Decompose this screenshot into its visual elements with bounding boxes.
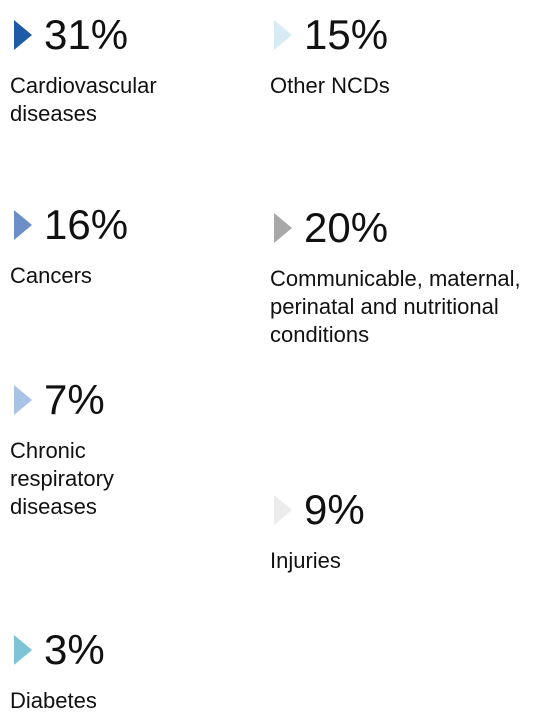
legend-item: 20% Communicable, maternal, perinatal and… bbox=[270, 203, 538, 349]
arrow-marker bbox=[14, 385, 32, 415]
item-head: 16% bbox=[10, 200, 240, 250]
item-head: 3% bbox=[10, 625, 210, 675]
percentage: 3% bbox=[44, 626, 105, 673]
legend-item: 7% Chronic respiratory diseases bbox=[10, 375, 210, 521]
item-label: Other NCDs bbox=[270, 73, 390, 98]
legend-item: 15% Other NCDs bbox=[270, 10, 530, 100]
arrow bbox=[274, 20, 292, 50]
item-head: 9% bbox=[270, 485, 530, 535]
arrow bbox=[274, 495, 292, 525]
arrow-marker bbox=[14, 20, 32, 50]
item-label: Chronic respiratory diseases bbox=[10, 438, 114, 519]
arrow-marker bbox=[274, 20, 292, 50]
item-head: 31% bbox=[10, 10, 240, 60]
arrow-marker bbox=[14, 210, 32, 240]
percentage: 20% bbox=[304, 204, 389, 251]
item-label: Injuries bbox=[270, 548, 341, 573]
percentage: 9% bbox=[304, 486, 365, 533]
percentage: 15% bbox=[304, 11, 389, 58]
item-label: Communicable, maternal, perinatal and nu… bbox=[270, 266, 521, 347]
arrow bbox=[14, 385, 32, 415]
legend-item: 31% Cardiovascular diseases bbox=[10, 10, 240, 128]
percentage: 31% bbox=[44, 11, 129, 58]
legend-item: 16% Cancers bbox=[10, 200, 240, 290]
arrow-marker bbox=[274, 495, 292, 525]
legend-item: 9% Injuries bbox=[270, 485, 530, 575]
item-head: 7% bbox=[10, 375, 210, 425]
arrow bbox=[14, 210, 32, 240]
item-label: Cardiovascular diseases bbox=[10, 73, 157, 126]
item-label: Diabetes bbox=[10, 688, 97, 713]
legend-item: 3% Diabetes bbox=[10, 625, 210, 715]
percentage: 7% bbox=[44, 376, 105, 423]
item-head: 15% bbox=[270, 10, 530, 60]
item-label: Cancers bbox=[10, 263, 92, 288]
arrow bbox=[14, 20, 32, 50]
arrow bbox=[14, 635, 32, 665]
item-head: 20% bbox=[270, 203, 538, 253]
percentage: 16% bbox=[44, 201, 129, 248]
arrow bbox=[274, 213, 292, 243]
arrow-marker bbox=[14, 635, 32, 665]
arrow-marker bbox=[274, 213, 292, 243]
